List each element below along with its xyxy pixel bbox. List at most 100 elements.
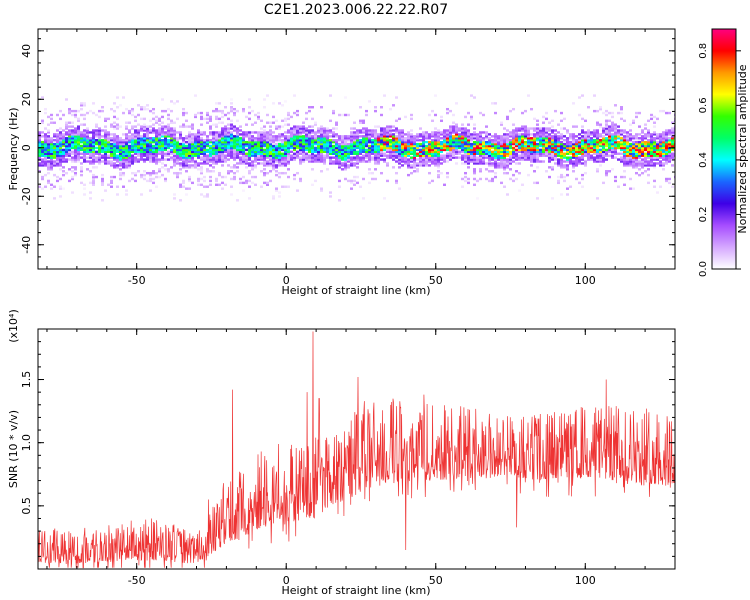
spectrogram-cell — [347, 135, 350, 138]
spectrogram-cell — [287, 185, 290, 188]
spectrogram-cell — [320, 133, 323, 136]
spectrogram-cell — [614, 104, 617, 107]
spectrogram-cell — [596, 144, 599, 148]
spectrogram-cell — [323, 160, 326, 163]
spectrogram-cell — [530, 156, 533, 159]
spectrogram-cell — [224, 140, 227, 144]
spectrogram-cell — [401, 133, 404, 136]
spectrogram-cell — [542, 129, 545, 132]
spectrogram-cell — [539, 129, 542, 132]
spectrogram-cell — [392, 140, 395, 144]
spectrogram-cell — [443, 133, 446, 136]
spectrogram-cell — [650, 152, 653, 155]
spectrogram-cell — [227, 144, 230, 148]
spectrogram-cell — [170, 144, 173, 148]
spectrogram-cell — [401, 160, 404, 163]
spectrogram-cell — [410, 139, 413, 142]
spectrogram-cell — [170, 100, 173, 103]
spectrogram-cell — [245, 158, 248, 161]
spectrogram-cell — [167, 170, 170, 173]
spectrogram-cell — [71, 142, 74, 146]
spectrogram-cell — [398, 166, 401, 169]
spectrogram-cell — [47, 115, 50, 119]
spectrogram-cell — [83, 123, 86, 126]
spectrogram-cell — [341, 139, 344, 142]
spectrogram-cell — [266, 181, 269, 185]
spectrogram-cell — [125, 140, 128, 144]
spectrogram-cell — [203, 160, 206, 163]
spectrogram-cell — [272, 146, 275, 150]
spectrogram-cell — [335, 144, 338, 148]
spectrogram-cell — [218, 146, 221, 150]
spectrogram-cell — [350, 137, 353, 140]
spectrogram-cell — [257, 140, 260, 144]
spectrogram-cell — [551, 129, 554, 132]
spectrogram-cell — [542, 154, 545, 157]
spectrogram-cell — [593, 144, 596, 148]
spectrogram-cell — [173, 127, 176, 130]
spectrogram-cell — [332, 131, 335, 134]
spectrogram-cell — [374, 109, 377, 113]
spectrogram-cell — [167, 127, 170, 130]
spectrogram-cell — [638, 137, 641, 140]
spectrogram-cell — [407, 131, 410, 134]
spectrogram-cell — [83, 131, 86, 134]
spectrogram-cell — [92, 166, 95, 169]
spectrogram-cell — [338, 113, 341, 117]
spectrogram-cell — [503, 156, 506, 159]
spectrogram-cell — [173, 135, 176, 138]
spectrogram-cell — [476, 144, 479, 148]
spectrogram-cell — [251, 181, 254, 185]
spectrogram-cell — [434, 146, 437, 150]
spectrogram-cell — [374, 144, 377, 148]
spectrogram-cell — [251, 166, 254, 169]
spectrogram-cell — [332, 146, 335, 150]
spectrogram-cell — [341, 154, 344, 157]
spectrogram-cell — [668, 131, 671, 134]
spectrogram-cell — [290, 139, 293, 142]
spectrogram-cell — [494, 137, 497, 140]
spectrogram-cell — [428, 144, 431, 148]
spectrogram-cell — [491, 152, 494, 155]
spectrogram-cell — [116, 166, 119, 169]
spectrogram-cell — [119, 146, 122, 150]
spectrogram-cell — [80, 166, 83, 169]
spectrogram-cell — [494, 146, 497, 150]
spectrogram-cell — [299, 139, 302, 142]
spectrogram-cell — [602, 150, 605, 154]
spectrogram-cell — [647, 148, 650, 152]
spectrogram-cell — [524, 127, 527, 130]
spectrogram-cell — [137, 137, 140, 140]
spectrogram-cell — [188, 135, 191, 138]
spectrogram-cell — [206, 148, 209, 152]
spectrogram-cell — [401, 150, 404, 154]
spectrogram-cell — [620, 131, 623, 134]
spectrogram-cell — [536, 166, 539, 169]
spectrogram-cell — [281, 156, 284, 159]
spectrogram-cell — [179, 164, 182, 167]
spectrogram-cell — [236, 135, 239, 138]
spectrogram-cell — [200, 177, 203, 181]
spectrogram-cell — [281, 135, 284, 138]
spectrogram-cell — [644, 144, 647, 148]
spectrogram-cell — [668, 160, 671, 163]
spectrogram-cell — [659, 162, 662, 165]
spectrogram-cell — [107, 148, 110, 152]
spectrogram-cell — [293, 146, 296, 150]
spectrogram-cell — [56, 144, 59, 148]
spectrogram-cell — [374, 137, 377, 140]
spectrogram-cell — [449, 144, 452, 148]
spectrogram-cell — [545, 127, 548, 130]
spectrogram-cell — [131, 148, 134, 152]
spectrogram-cell — [614, 123, 617, 126]
spectrogram-cell — [494, 175, 497, 179]
spectrogram-cell — [197, 168, 200, 171]
spectrogram-cell — [68, 148, 71, 152]
spectrogram-cell — [317, 142, 320, 146]
spectrogram-cell — [467, 142, 470, 146]
spectrogram-cell — [206, 170, 209, 173]
spectrogram-cell — [527, 142, 530, 146]
spectrogram-cell — [359, 160, 362, 163]
spectrogram-cell — [599, 107, 602, 111]
spectrogram-cell — [224, 135, 227, 138]
